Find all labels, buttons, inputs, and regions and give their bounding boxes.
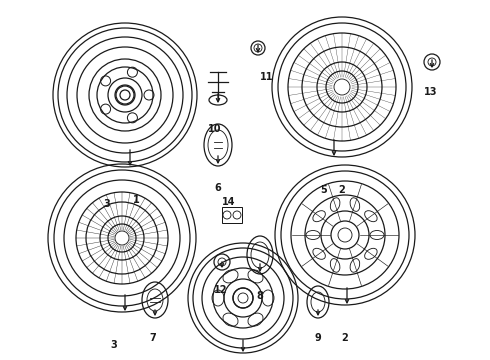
Text: 9: 9 bbox=[314, 333, 321, 343]
Text: 2: 2 bbox=[341, 333, 348, 343]
Text: 10: 10 bbox=[208, 124, 221, 134]
Text: 5: 5 bbox=[320, 185, 327, 195]
Text: 14: 14 bbox=[222, 197, 236, 207]
Text: 13: 13 bbox=[424, 87, 438, 97]
Text: 1: 1 bbox=[133, 195, 140, 205]
Text: 2: 2 bbox=[338, 185, 345, 195]
Text: 3: 3 bbox=[103, 199, 110, 209]
Text: 3: 3 bbox=[110, 340, 117, 350]
Bar bbox=[222, 207, 242, 223]
Text: 7: 7 bbox=[149, 333, 156, 343]
Text: 11: 11 bbox=[260, 72, 273, 82]
Text: 12: 12 bbox=[214, 285, 227, 295]
Text: 8: 8 bbox=[256, 291, 263, 301]
Text: 6: 6 bbox=[214, 183, 221, 193]
